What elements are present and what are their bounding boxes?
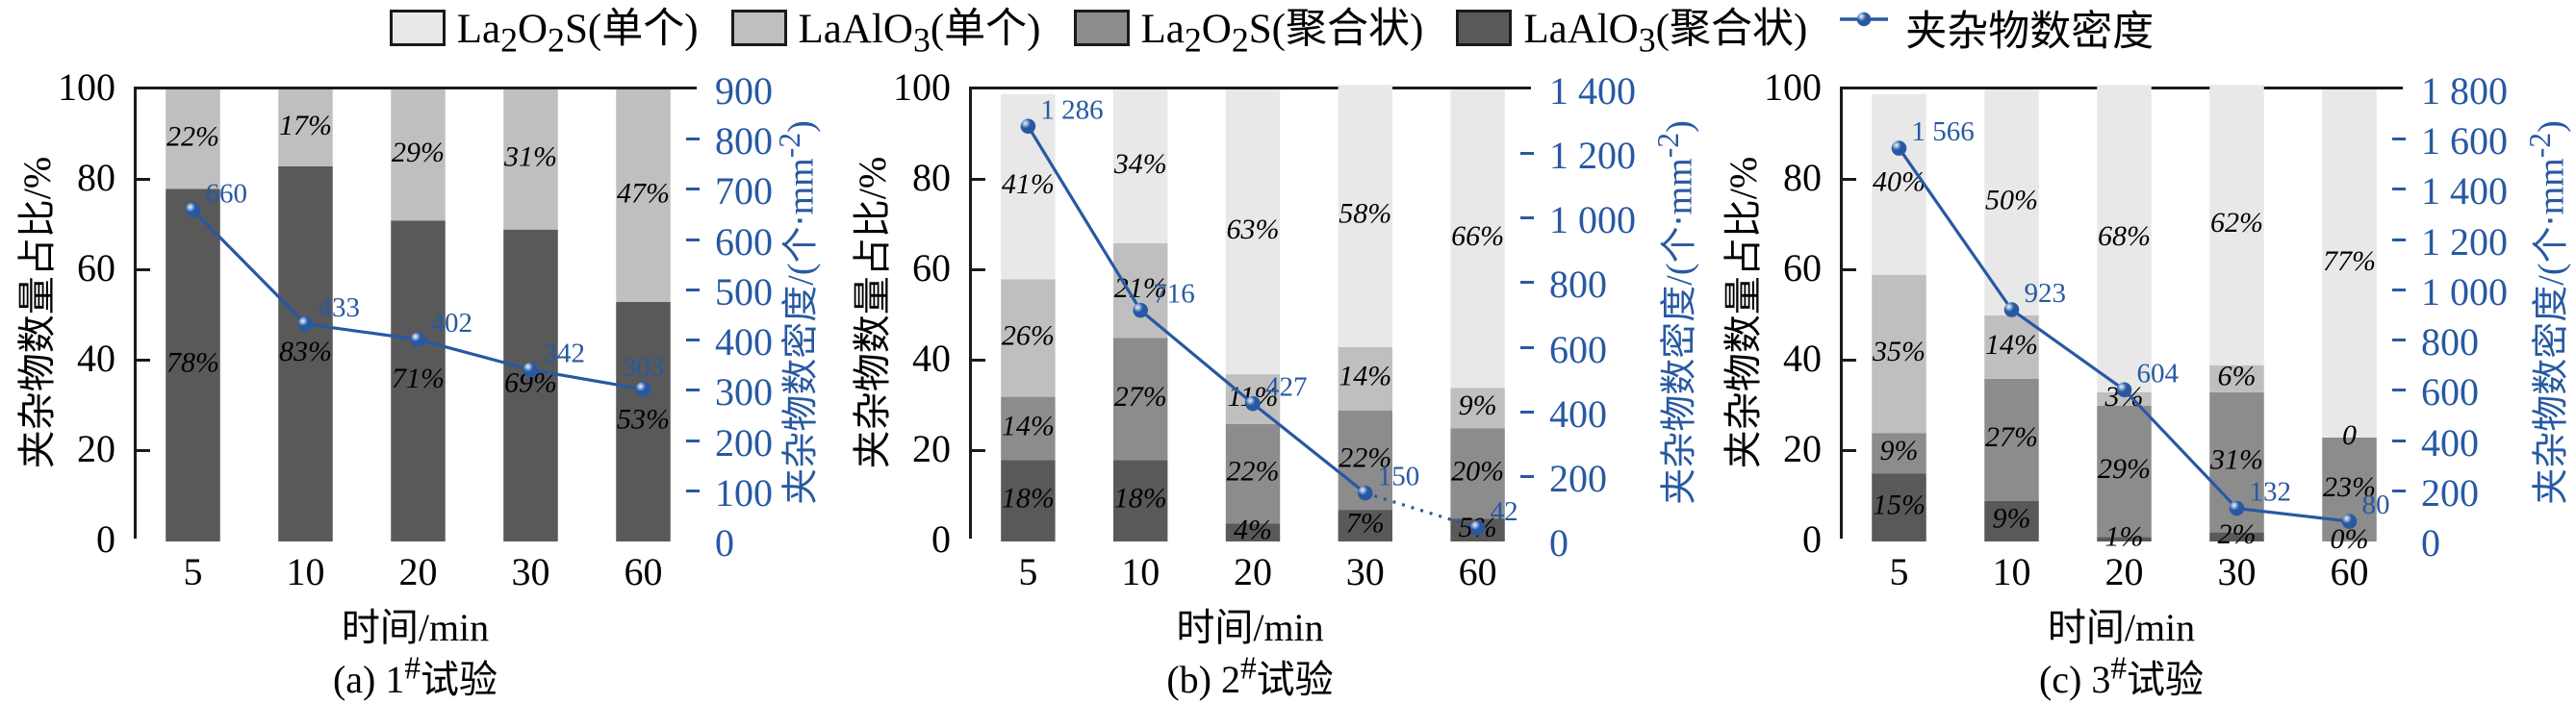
- svg-text:7%: 7%: [1346, 507, 1385, 539]
- svg-text:29%: 29%: [2098, 453, 2151, 485]
- svg-text:14%: 14%: [1985, 329, 2038, 361]
- svg-text:50%: 50%: [1985, 184, 2038, 215]
- svg-text:42: 42: [1491, 496, 1518, 527]
- svg-text:63%: 63%: [1227, 214, 1280, 245]
- svg-text:35%: 35%: [1872, 336, 1926, 367]
- svg-text:62%: 62%: [2210, 207, 2263, 239]
- svg-text:433: 433: [319, 292, 361, 323]
- svg-text:26%: 26%: [1002, 319, 1055, 351]
- svg-text:342: 342: [544, 338, 586, 368]
- svg-text:80: 80: [2362, 490, 2390, 520]
- svg-text:31%: 31%: [503, 141, 557, 173]
- svg-text:18%: 18%: [1114, 483, 1167, 515]
- svg-text:68%: 68%: [2098, 220, 2151, 252]
- svg-text:47%: 47%: [617, 177, 670, 209]
- svg-text:402: 402: [431, 308, 473, 339]
- svg-text:1 286: 1 286: [1040, 94, 1103, 125]
- svg-text:77%: 77%: [2323, 245, 2376, 277]
- svg-text:78%: 78%: [166, 347, 219, 379]
- svg-text:83%: 83%: [279, 336, 332, 367]
- svg-text:716: 716: [1153, 279, 1195, 310]
- svg-text:22%: 22%: [166, 121, 219, 153]
- svg-text:923: 923: [2025, 278, 2067, 309]
- svg-text:58%: 58%: [1339, 197, 1391, 229]
- svg-text:4%: 4%: [1234, 514, 1272, 545]
- svg-text:15%: 15%: [1873, 490, 1926, 521]
- svg-text:27%: 27%: [1114, 381, 1167, 413]
- svg-text:31%: 31%: [2209, 444, 2263, 476]
- svg-text:303: 303: [623, 352, 665, 383]
- svg-text:427: 427: [1265, 372, 1308, 403]
- svg-text:40%: 40%: [1873, 166, 1926, 198]
- svg-text:132: 132: [2250, 477, 2292, 508]
- svg-text:6%: 6%: [2218, 361, 2257, 392]
- svg-text:0: 0: [2342, 419, 2357, 451]
- svg-text:29%: 29%: [392, 137, 445, 168]
- svg-text:1%: 1%: [2105, 521, 2144, 553]
- svg-text:2%: 2%: [2218, 518, 2257, 550]
- svg-text:20%: 20%: [1451, 455, 1504, 487]
- svg-text:1 566: 1 566: [1912, 116, 1975, 147]
- svg-text:53%: 53%: [617, 403, 670, 435]
- svg-text:66%: 66%: [1451, 220, 1504, 252]
- svg-text:9%: 9%: [1880, 435, 1919, 466]
- svg-text:27%: 27%: [1985, 421, 2038, 453]
- svg-text:22%: 22%: [1227, 455, 1280, 487]
- svg-text:604: 604: [2137, 358, 2180, 389]
- svg-text:660: 660: [206, 178, 248, 209]
- svg-text:41%: 41%: [1002, 168, 1055, 200]
- svg-text:17%: 17%: [279, 110, 332, 141]
- svg-text:150: 150: [1378, 462, 1420, 492]
- svg-text:14%: 14%: [1339, 361, 1391, 392]
- svg-text:18%: 18%: [1002, 483, 1055, 515]
- svg-text:71%: 71%: [392, 363, 445, 394]
- svg-text:9%: 9%: [1993, 503, 2031, 535]
- svg-text:9%: 9%: [1459, 390, 1497, 421]
- svg-text:34%: 34%: [1113, 148, 1167, 180]
- svg-text:14%: 14%: [1002, 410, 1055, 441]
